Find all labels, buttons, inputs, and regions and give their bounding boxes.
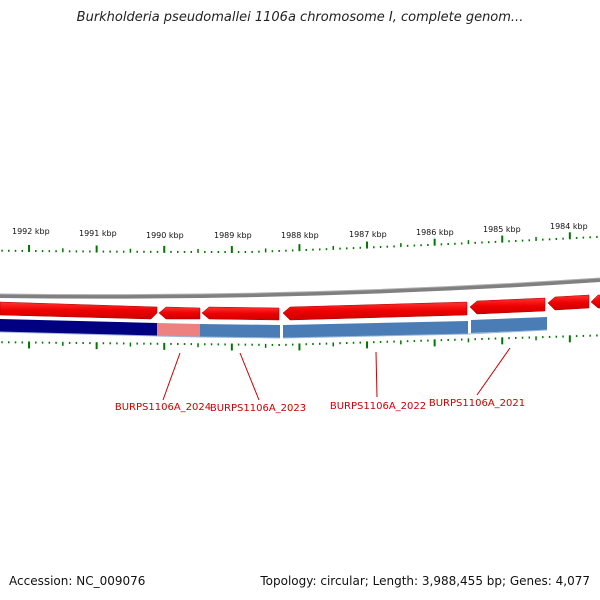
callout-line [239,352,260,401]
gene-label[interactable]: BURPS1106A_2022 [330,401,426,412]
map-title: Burkholderia pseudomallei 1106a chromoso… [76,10,524,25]
scale-label: 1986 kbp [416,228,454,237]
callout-line [162,352,181,401]
scale-label: 1991 kbp [79,229,117,238]
accession-text: Accession: NC_009076 [9,574,146,588]
forward-gene[interactable] [590,294,600,309]
forward-gene[interactable] [158,306,201,320]
scale-label: 1989 kbp [214,231,252,240]
scale-label: 1985 kbp [483,225,521,234]
forward-gene[interactable] [547,294,590,311]
forward-strand [0,294,600,321]
forward-gene[interactable] [282,301,468,321]
forward-gene[interactable] [201,306,280,321]
reverse-gene[interactable] [471,317,547,333]
scale-label: 1984 kbp [550,222,588,231]
gene-label[interactable]: BURPS1106A_2023 [210,403,306,414]
reverse-strand [0,317,548,339]
scale-label: 1992 kbp [12,227,50,236]
gene-labels: BURPS1106A_2024 BURPS1106A_2023 BURPS110… [115,398,525,414]
reverse-gene-highlight[interactable] [157,323,200,337]
scale-label: 1988 kbp [281,231,319,240]
gene-callouts [162,347,511,401]
forward-gene[interactable] [0,301,158,320]
callout-line [476,347,511,396]
forward-gene[interactable] [469,297,546,315]
callout-line [375,351,378,398]
genome-summary-text: Topology: circular; Length: 3,988,455 bp… [260,574,590,588]
scale-label: 1990 kbp [146,231,184,240]
backbone-track [0,278,600,299]
gene-label[interactable]: BURPS1106A_2021 [429,398,525,409]
scale-ticks-top [1,232,598,253]
scale-label: 1987 kbp [349,230,387,239]
reverse-gene[interactable] [0,319,157,336]
reverse-gene[interactable] [200,324,280,338]
gene-label[interactable]: BURPS1106A_2024 [115,402,211,413]
scale-ticks-bottom [1,334,598,351]
scale-labels: 1992 kbp 1991 kbp 1990 kbp 1989 kbp 1988… [12,222,588,240]
reverse-gene[interactable] [283,321,468,338]
